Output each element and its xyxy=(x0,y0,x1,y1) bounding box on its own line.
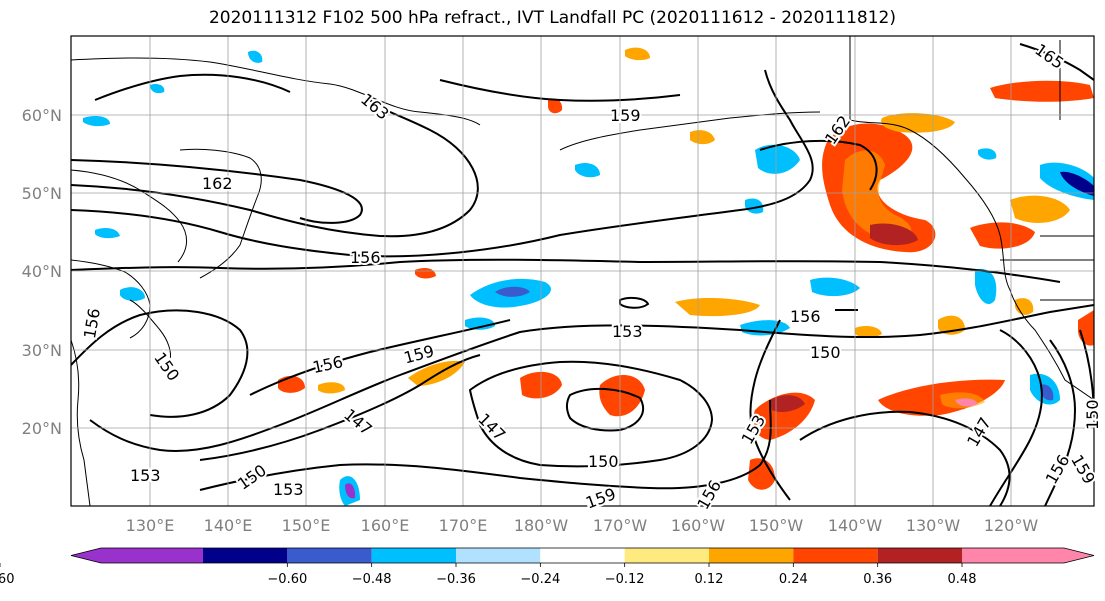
lon-label: 130°W xyxy=(906,516,961,535)
colorbar-segment xyxy=(456,548,541,563)
colorbar-tick-label: 0.36 xyxy=(863,572,892,587)
lon-label: 150°W xyxy=(749,516,804,535)
lon-label: 160°W xyxy=(671,516,726,535)
lon-label: 120°W xyxy=(984,516,1039,535)
contour-label: 156 xyxy=(350,248,381,267)
height-contours xyxy=(71,43,1094,506)
colorbar-segment xyxy=(203,548,288,563)
colorbar-segment xyxy=(962,548,1094,563)
colorbar-tick-label: 0.48 xyxy=(948,572,977,587)
colorbar-segment xyxy=(624,548,709,563)
lat-label: 20°N xyxy=(22,419,62,438)
lat-label: 40°N xyxy=(22,262,62,281)
contour-label: 162 xyxy=(202,174,233,193)
lon-label: 170°E xyxy=(439,516,488,535)
colorbar-tick-label: −0.24 xyxy=(520,572,560,587)
lon-label: 140°W xyxy=(828,516,883,535)
contour-label: 150 xyxy=(588,452,619,471)
colorbar-segment xyxy=(709,548,794,563)
colorbar: −0.60 −0.48 −0.36 −0.24 −0.12 0.12 0.24 0.36 0.4… xyxy=(0,547,1095,587)
colorbar-segment xyxy=(71,548,203,563)
coastlines xyxy=(71,36,1094,506)
contour-label: 150 xyxy=(810,343,841,362)
contour-label: 150 xyxy=(1083,399,1102,430)
colorbar-outline xyxy=(70,547,1095,564)
lon-label: 180°W xyxy=(514,516,569,535)
map-title: 2020111312 F102 500 hPa refract., IVT La… xyxy=(208,8,896,28)
colorbar-tick-label: −0.36 xyxy=(436,572,476,587)
colorbar-segment xyxy=(793,548,878,563)
colorbar-segment xyxy=(371,548,456,563)
colorbar-tick-label: −0.12 xyxy=(605,572,645,587)
colorbar-segment xyxy=(540,548,625,563)
lon-label: 150°E xyxy=(282,516,331,535)
map-frame xyxy=(70,35,1095,507)
colorbar-tick-label: −0.48 xyxy=(352,572,392,587)
colorbar-tick-label: 0.12 xyxy=(695,572,724,587)
colorbar-tick-label: −0.60 xyxy=(267,572,307,587)
latitude-labels: 60°N 50°N 40°N 30°N 20°N xyxy=(22,106,62,438)
longitude-labels: 130°E 140°E 150°E 160°E 170°E 180°W 170°… xyxy=(126,516,1039,535)
colorbar-segment xyxy=(877,548,962,563)
contour-label: 153 xyxy=(273,480,304,499)
lat-label: 50°N xyxy=(22,184,62,203)
contour-label: 159 xyxy=(610,106,641,125)
contour-label: 153 xyxy=(130,466,161,485)
lon-label: 140°E xyxy=(204,516,253,535)
lon-label: 170°W xyxy=(593,516,648,535)
colorbar-tick-label: 0.60 xyxy=(0,572,14,587)
contour-label: 153 xyxy=(612,322,643,341)
lat-label: 30°N xyxy=(22,341,62,360)
lat-label: 60°N xyxy=(22,106,62,125)
positive-anomaly-shading xyxy=(278,47,1094,490)
graticule xyxy=(71,36,1094,506)
lon-label: 160°E xyxy=(361,516,410,535)
colorbar-segment xyxy=(287,548,372,563)
contour-label: 156 xyxy=(790,307,821,326)
colorbar-tick-label: 0.24 xyxy=(779,572,808,587)
lon-label: 130°E xyxy=(126,516,175,535)
negative-anomaly-shading xyxy=(83,50,1094,506)
